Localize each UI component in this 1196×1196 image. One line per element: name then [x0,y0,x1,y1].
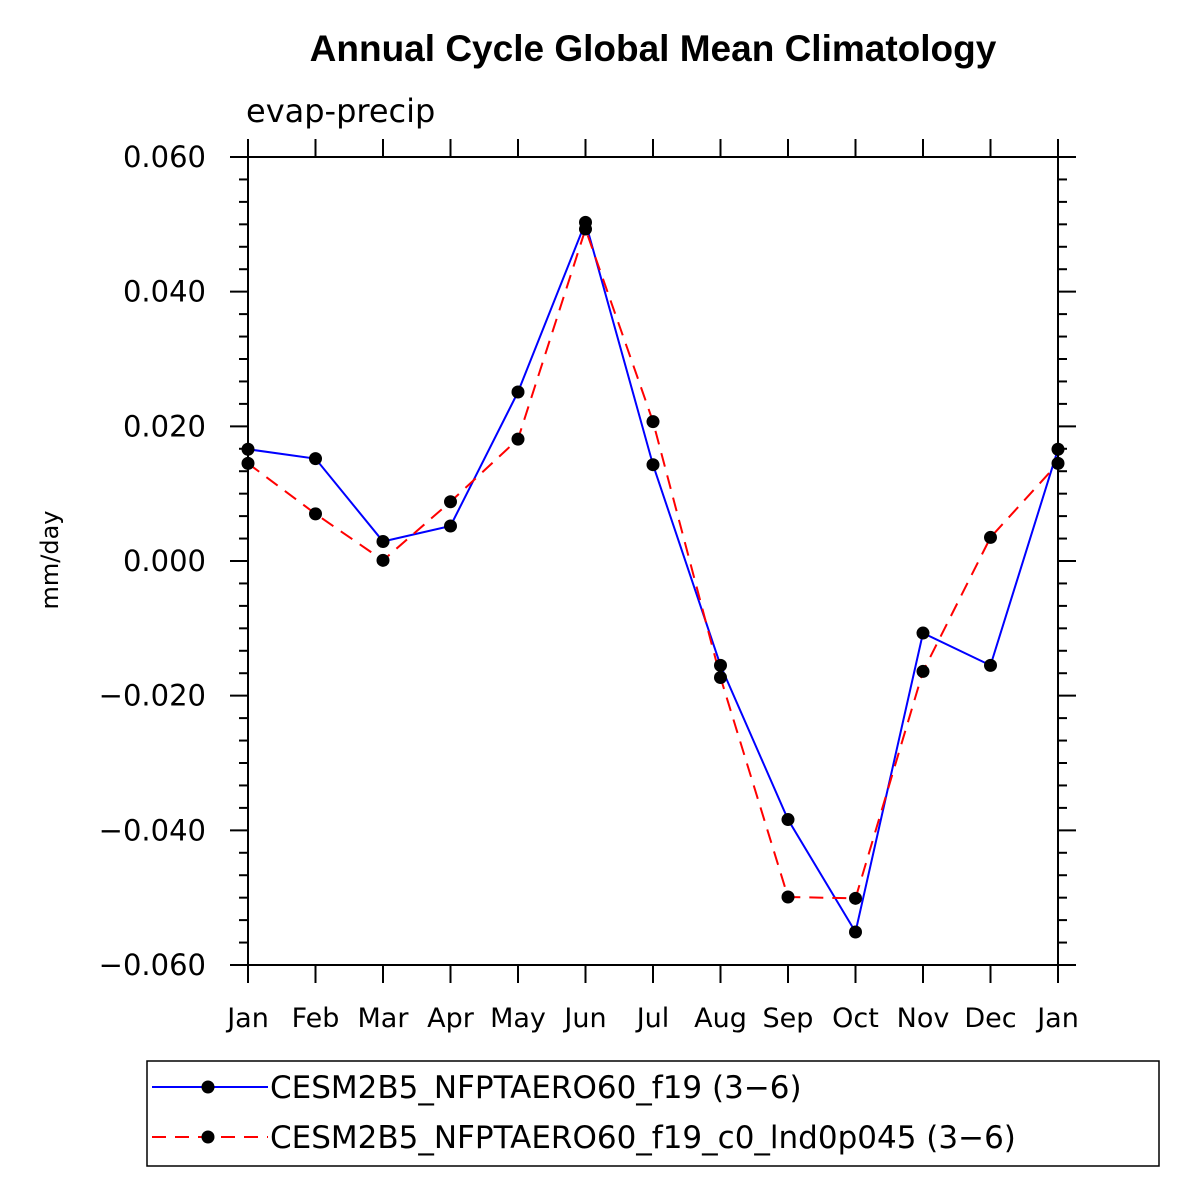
x-tick-label: Sep [763,1003,814,1034]
data-point-s1 [241,442,255,456]
x-tick-label: Oct [832,1003,879,1034]
data-point-s1 [916,626,930,640]
series-line-2 [247,225,1059,900]
data-point-s1 [646,458,660,472]
data-point-s2 [579,222,592,236]
data-point-s2 [1051,456,1065,470]
data-point-s1 [781,813,795,827]
y-tick-label: −0.060 [99,948,206,982]
legend-item-2: CESM2B5_NFPTAERO60_f19_c0_lnd0p045 (3−6) [152,1120,1016,1156]
y-tick-label: 0.020 [123,409,206,443]
data-point-s2 [849,891,862,905]
x-tick-label: May [490,1003,546,1034]
data-point-s1 [309,452,322,466]
data-point-s2 [646,415,660,429]
series-line-1 [247,219,1059,935]
data-point-s2 [444,495,457,509]
y-tick-label: 0.040 [123,275,206,309]
legend-item-1: CESM2B5_NFPTAERO60_f19 (3−6) [152,1070,802,1106]
legend-box [146,1060,1160,1167]
legend-marker-1 [201,1080,215,1094]
x-tick-label: Aug [694,1003,747,1034]
data-point-s2 [309,507,322,521]
x-tick-label: Jan [225,1003,269,1034]
legend-label-1: CESM2B5_NFPTAERO60_f19 (3−6) [270,1070,802,1106]
y-tick-labels: 0.060 0.040 0.020 0.000 −0.020 −0.040 −0.060 [99,140,206,982]
x-tick-label: Dec [964,1003,1016,1034]
data-point-s2 [714,670,727,684]
data-point-s2 [376,553,390,567]
axis-ticks [230,139,1076,983]
x-tick-label: Nov [897,1003,950,1034]
data-point-s2 [916,664,930,678]
data-point-s2 [781,890,795,904]
x-tick-label: Jan [1035,1003,1079,1034]
x-tick-label: Jun [562,1003,606,1034]
y-tick-label: 0.000 [123,544,206,578]
legend-label-2: CESM2B5_NFPTAERO60_f19_c0_lnd0p045 (3−6) [270,1120,1016,1156]
x-tick-labels: Jan Feb Mar Apr May Jun Jul Aug Sep Oct Nov Dec Jan [225,1003,1079,1034]
x-tick-label: Jul [635,1003,670,1034]
data-point-s1 [511,385,525,399]
data-point-s2 [984,530,997,544]
x-tick-label: Apr [427,1003,475,1034]
y-axis-label: mm/day [36,511,64,610]
y-tick-label: −0.020 [99,679,206,713]
y-tick-label: 0.060 [123,140,206,174]
chart-subtitle: evap-precip [246,92,435,130]
data-point-s2 [511,432,525,446]
data-point-s1 [714,658,727,672]
data-point-s1 [1051,442,1065,456]
y-tick-label: −0.040 [99,813,206,847]
legend-marker-2 [201,1130,215,1144]
x-tick-label: Mar [358,1003,410,1034]
data-point-s1 [849,925,862,939]
chart-title: Annual Cycle Global Mean Climatology [310,28,997,69]
series-layer [241,215,1065,939]
plot-frame [247,156,1059,966]
data-point-s2 [241,456,255,470]
data-point-s1 [444,519,457,533]
data-point-s1 [376,534,390,548]
x-tick-label: Feb [292,1003,340,1034]
data-point-s1 [984,658,997,672]
